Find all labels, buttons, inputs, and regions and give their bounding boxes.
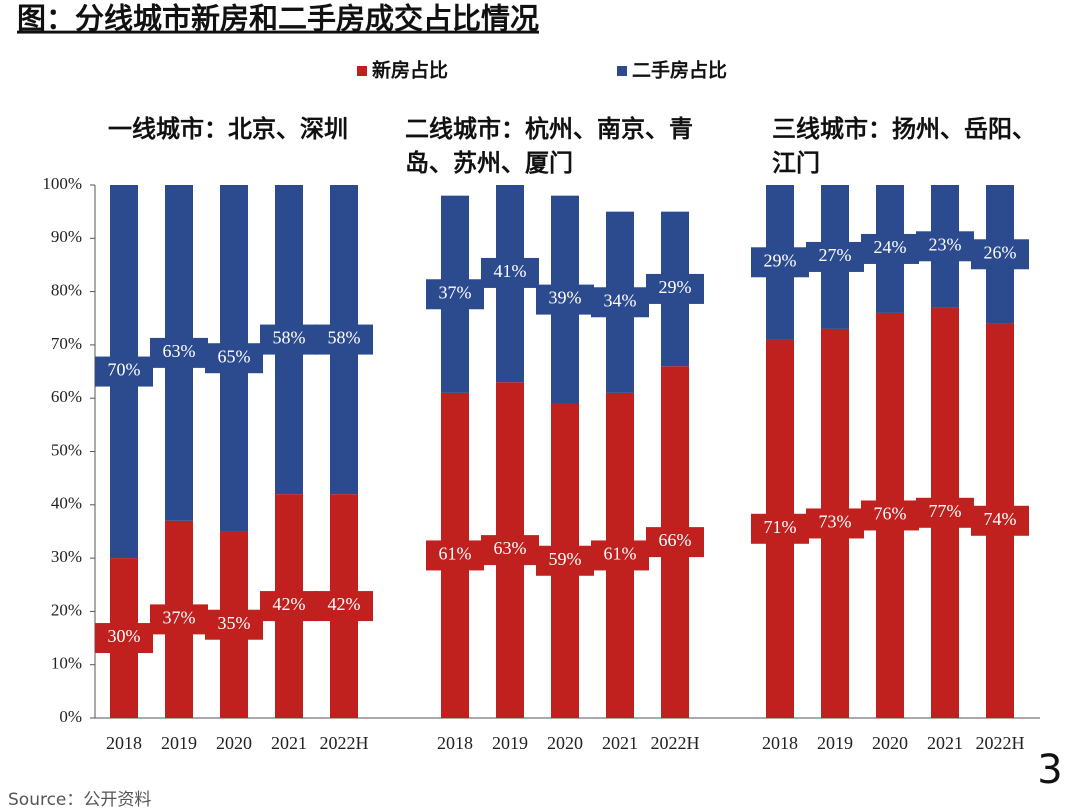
label-bg [916,497,974,528]
y-tick-label: 0% [59,707,82,726]
value-label: 42% [273,594,306,614]
x-tick-label: 2020 [872,733,908,753]
value-label: 29% [764,250,797,270]
y-tick-label: 50% [51,440,82,459]
label-bg [481,535,539,566]
x-tick-label: 2020 [216,733,252,753]
label-bg [916,231,974,262]
value-label: 41% [494,261,527,281]
x-tick-label: 2022H [651,733,700,753]
label-bg [971,505,1029,536]
legend-swatch [357,66,367,76]
label-bg [426,279,484,310]
group-label: 三线城市：扬州、岳阳、江门 [772,117,1036,177]
x-tick-label: 2021 [602,733,638,753]
group-label: 二线城市：杭州、南京、青岛、苏州、厦门 [405,117,693,177]
value-label: 70% [108,360,141,380]
source: Source：公开资料 [8,790,151,810]
x-tick-label: 2020 [547,733,583,753]
label-bg [806,508,864,539]
x-tick-label: 2019 [817,733,853,753]
x-tick-label: 2019 [161,733,197,753]
y-tick-label: 80% [51,281,82,300]
label-bg [205,343,263,374]
group-label: 一线城市：北京、深圳 [108,117,348,143]
x-tick-label: 2018 [762,733,798,753]
label-bg [260,324,318,355]
label-bg [150,337,208,368]
label-bg [481,257,539,288]
value-label: 24% [874,237,907,257]
value-label: 74% [984,509,1017,529]
x-tick-label: 2021 [271,733,307,753]
y-tick-label: 100% [42,174,82,193]
value-label: 61% [604,544,637,564]
x-tick-label: 2022H [976,733,1025,753]
value-label: 30% [108,626,141,646]
label-bg [150,604,208,635]
value-label: 65% [218,346,251,366]
y-tick-label: 60% [51,387,82,406]
label-bg [646,527,704,558]
value-label: 37% [163,608,196,628]
value-label: 23% [929,234,962,254]
x-tick-label: 2022H [320,733,369,753]
x-tick-label: 2018 [106,733,142,753]
y-tick-label: 30% [51,547,82,566]
y-tick-label: 10% [51,654,82,673]
y-tick-label: 90% [51,227,82,246]
legend-label: 新房占比 [372,58,448,81]
label-bg [315,324,373,355]
label-bg [536,545,594,576]
label-bg [260,591,318,622]
legend-label: 二手房占比 [632,58,727,81]
label-bg [751,247,809,278]
label-bg [426,540,484,571]
value-label: 76% [874,504,907,524]
label-bg [751,513,809,544]
page-number: 3 [1037,747,1062,793]
value-label: 39% [549,288,582,308]
label-bg [861,233,919,264]
value-label: 63% [494,538,527,558]
value-label: 73% [819,512,852,532]
label-bg [971,239,1029,270]
label-bg [95,356,153,387]
chart-title: 图：分线城市新房和二手房成交占比情况 [17,2,539,36]
label-bg [536,284,594,315]
value-label: 27% [819,245,852,265]
value-label: 59% [549,549,582,569]
label-bg [205,609,263,640]
value-label: 71% [764,517,797,537]
label-bg [806,241,864,272]
value-label: 66% [659,530,692,550]
legend-swatch [617,66,627,76]
value-label: 37% [439,282,472,302]
value-label: 61% [439,544,472,564]
label-bg [861,500,919,531]
value-label: 58% [273,328,306,348]
value-label: 29% [659,277,692,297]
value-label: 34% [604,290,637,310]
label-bg [591,540,649,571]
x-tick-label: 2019 [492,733,528,753]
value-label: 58% [328,328,361,348]
value-label: 26% [984,242,1017,262]
label-bg [646,273,704,304]
label-bg [95,623,153,654]
label-bg [591,287,649,318]
value-label: 35% [218,613,251,633]
value-label: 63% [163,341,196,361]
y-tick-label: 70% [51,334,82,353]
x-tick-label: 2021 [927,733,963,753]
value-label: 42% [328,594,361,614]
y-tick-label: 20% [51,600,82,619]
value-label: 77% [929,501,962,521]
label-bg [315,591,373,622]
x-tick-label: 2018 [437,733,473,753]
y-tick-label: 40% [51,494,82,513]
